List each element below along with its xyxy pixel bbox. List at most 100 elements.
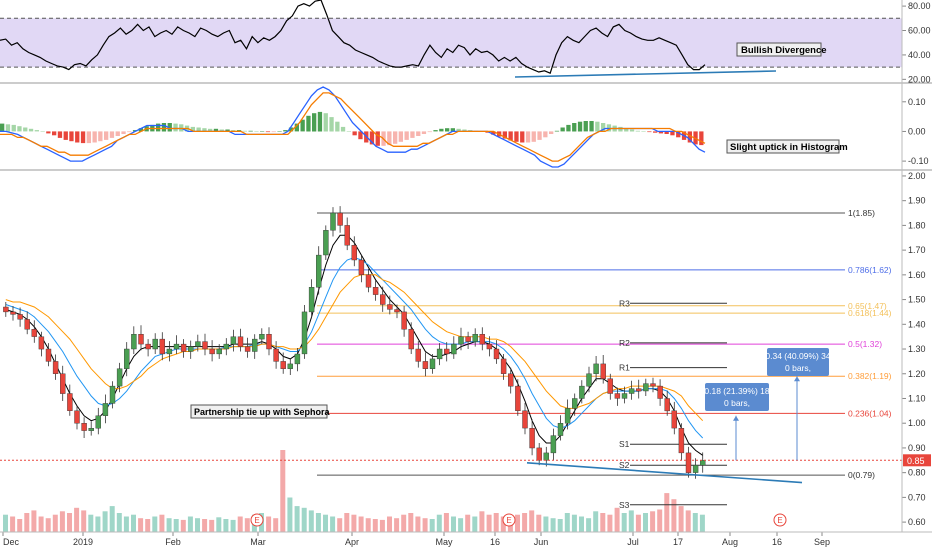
candle-body <box>415 348 421 362</box>
candle-body <box>372 287 379 295</box>
macd-histogram-bar <box>219 129 224 132</box>
price-tick-label: 1.10 <box>908 393 926 403</box>
macd-histogram-bar <box>156 123 161 132</box>
candle-body <box>316 254 322 288</box>
macd-annotation: Slight uptick in Histogram <box>730 142 848 153</box>
candle-body <box>330 212 336 231</box>
macd-histogram-bar <box>398 131 403 142</box>
price-tick-label: 1.70 <box>908 245 926 255</box>
macd-histogram-bar <box>5 124 11 132</box>
macd-histogram-bar <box>525 131 531 143</box>
macd-histogram-bar <box>647 131 652 133</box>
candle-body <box>3 306 9 313</box>
candle-body <box>692 465 699 473</box>
candle-body <box>38 336 45 350</box>
volume-bar <box>216 517 222 532</box>
volume-bar <box>45 518 51 532</box>
pivot-label: R2 <box>619 338 630 348</box>
volume-bar <box>337 518 343 532</box>
macd-histogram-bar <box>98 131 103 142</box>
volume-bar <box>657 509 663 532</box>
candle-body <box>244 346 251 352</box>
macd-histogram-bar <box>57 131 63 138</box>
candle-body <box>337 212 343 226</box>
volume-bar <box>685 510 691 532</box>
macd-histogram-bar <box>40 131 45 132</box>
candle-body <box>251 338 258 352</box>
macd-histogram-bar <box>283 130 288 132</box>
volume-bar <box>479 511 485 532</box>
macd-histogram-bar <box>225 129 230 132</box>
volume-bar <box>308 510 314 532</box>
volume-bar <box>365 518 371 532</box>
macd-histogram-bar <box>92 131 97 143</box>
candle-body <box>636 388 642 392</box>
candle-body <box>323 230 329 256</box>
macd-histogram-bar <box>635 130 640 132</box>
current-price-label: 0.85 <box>907 456 925 466</box>
macd-histogram-bar <box>242 130 247 132</box>
volume-bar <box>536 514 542 532</box>
candle-body <box>74 410 80 424</box>
candle-body <box>216 348 222 355</box>
volume-bar <box>621 513 627 532</box>
volume-bar <box>173 519 179 532</box>
x-tick-label: Sep <box>814 537 830 547</box>
candle-body <box>138 334 144 345</box>
price-tick-label: 0.70 <box>908 492 926 502</box>
fib-level-label: 0.786(1.62) <box>848 265 892 275</box>
volume-bar <box>415 516 421 532</box>
macd-histogram-bar <box>288 127 294 132</box>
volume-bar <box>379 519 385 532</box>
ma-mid-line <box>5 256 704 439</box>
candle-body <box>259 334 265 340</box>
candle-body <box>522 410 528 429</box>
volume-bar <box>202 519 208 532</box>
candle-body <box>202 341 208 350</box>
volume-bar <box>301 507 307 532</box>
candle-body <box>472 334 478 342</box>
macd-histogram-bar <box>658 131 664 134</box>
volume-bar <box>81 510 87 532</box>
candle-body <box>67 393 73 411</box>
fib-level-label: 0.382(1.19) <box>848 371 892 381</box>
volume-bar <box>422 518 428 532</box>
candle-body <box>308 287 315 313</box>
volume-bar <box>472 516 478 532</box>
earnings-event-label: E <box>506 516 511 525</box>
volume-bar <box>607 514 613 532</box>
rsi-trendline <box>514 70 777 78</box>
candle-body <box>600 363 606 379</box>
price-tick-label: 1.40 <box>908 319 926 329</box>
macd-histogram-bar <box>653 131 658 133</box>
volume-bar <box>280 450 286 532</box>
macd-histogram-bar <box>115 131 120 136</box>
candle-body <box>671 410 677 429</box>
macd-histogram-bar <box>248 130 253 132</box>
volume-bar <box>522 513 528 532</box>
macd-histogram-bar <box>670 131 675 136</box>
volume-bar <box>635 514 641 532</box>
x-tick-label: May <box>435 537 453 547</box>
candle-body <box>508 373 514 387</box>
volume-bar <box>180 519 186 532</box>
macd-histogram-bar <box>254 131 259 132</box>
volume-bar <box>209 519 215 532</box>
candle-body <box>700 460 706 466</box>
volume-bar <box>671 499 677 532</box>
macd-histogram-bar <box>445 128 450 132</box>
volume-bar <box>95 516 101 532</box>
volume-bar <box>515 514 520 532</box>
macd-histogram-bar <box>456 128 461 132</box>
candle-body <box>301 311 308 355</box>
volume-bar <box>387 516 392 532</box>
candle-body <box>458 336 464 345</box>
volume-bar <box>351 514 357 532</box>
annotation-box <box>736 42 822 57</box>
candle-body <box>287 363 293 369</box>
candle-body <box>195 341 201 347</box>
volume-bar <box>408 513 414 532</box>
volume-bar <box>699 514 705 532</box>
candle-body <box>266 334 272 350</box>
